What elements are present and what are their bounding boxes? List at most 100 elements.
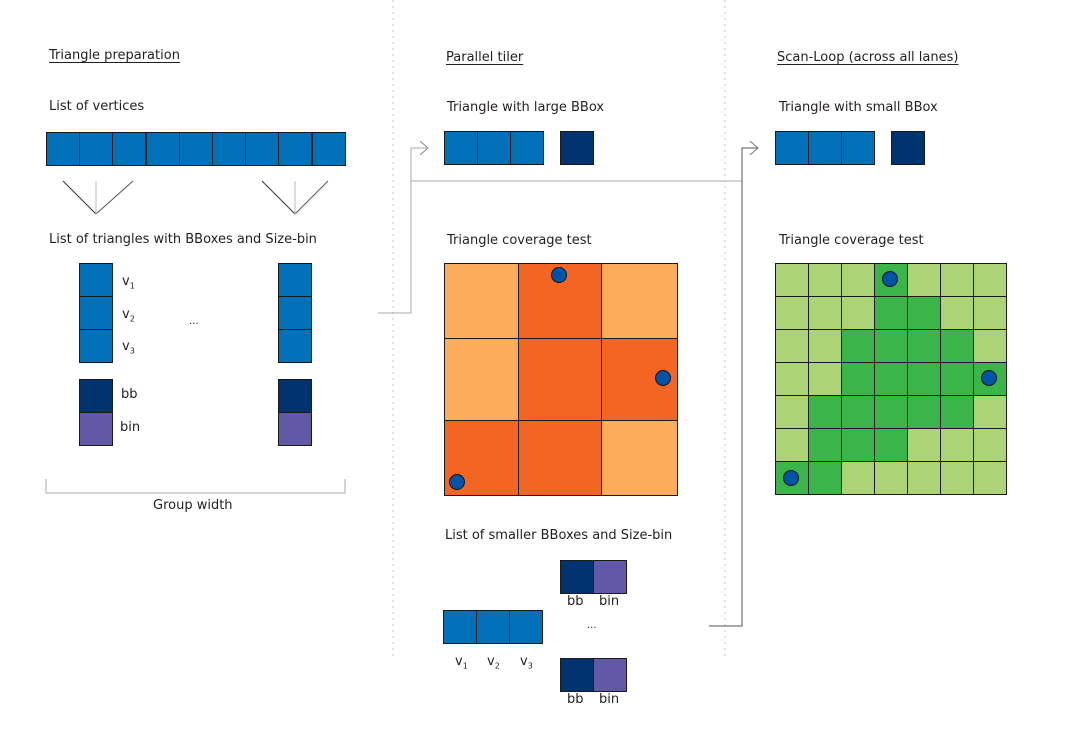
pixel-uncovered [775,395,809,429]
triangles-label: List of triangles with BBoxes and Size-b… [49,232,317,247]
triangle-n-vertex-3 [278,329,312,363]
vertices-label: List of vertices [49,99,145,114]
triangle-vertex-1 [79,263,113,297]
pixel-covered [940,395,974,429]
vertex-cell [245,132,280,166]
vertex-cell [46,132,80,166]
triangle-n-vertex-1 [278,263,312,297]
small-tri-vertex-1 [443,610,477,644]
pixel-covered [841,428,875,462]
bb-label-2: bb [567,692,584,707]
pixel-covered [841,362,875,396]
pixel-uncovered [841,296,875,330]
pixel-uncovered [973,296,1007,330]
tile-uncovered [444,263,519,339]
pixel-covered [841,395,875,429]
pixel-uncovered [808,329,842,363]
small-tri-a-vertex-1 [775,131,809,165]
pixel-uncovered [808,263,842,297]
pixel-uncovered [973,263,1007,297]
pixel-covered [907,395,941,429]
pixel-uncovered [973,329,1007,363]
pixel-covered [874,329,908,363]
tiler-v2-label: v2 [487,654,500,671]
pixel-uncovered [841,263,875,297]
small-bbox-label: Triangle with small BBox [779,100,938,115]
v2-label: v2 [122,307,135,324]
pixel-covered [808,428,842,462]
tile-uncovered [601,420,678,496]
pixel-uncovered [973,461,1007,495]
bb-label: bb [121,387,138,402]
vertex-cell [311,132,346,166]
pixel-uncovered [808,362,842,396]
vertex-cell [212,132,246,166]
large-tri-vertex-1 [444,131,478,165]
tile-uncovered [444,338,519,421]
ellipsis: ... [189,316,199,327]
pixel-uncovered [841,461,875,495]
connector-tiler-to-scan [709,140,759,627]
vertex-cell [178,132,213,166]
triangle-bbox [79,379,113,413]
small-tri-vertex-3 [509,610,543,644]
vertex-cell [145,132,180,166]
pixel-uncovered [874,461,908,495]
large-bbox-label: Triangle with large BBox [447,100,605,115]
small-tri-a-vertex-2 [808,131,842,165]
pixel-covered [907,329,941,363]
vertex-dot [882,271,898,287]
pixel-uncovered [940,461,974,495]
pixel-covered [940,329,974,363]
bin-label: bin [120,420,141,435]
pixel-covered [808,461,842,495]
pixel-uncovered [775,263,809,297]
pixel-uncovered [940,428,974,462]
small-tri-a-bbox [891,131,925,165]
vertex-dot [449,474,465,490]
pixel-uncovered [907,461,941,495]
small-bin-2 [593,658,627,692]
pixel-uncovered [940,263,974,297]
pixel-uncovered [775,329,809,363]
triangle-n-vertex-2 [278,296,312,330]
smaller-bbox-label: List of smaller BBoxes and Size-bin [445,528,673,543]
pixel-uncovered [973,395,1007,429]
pixel-uncovered [907,428,941,462]
group-width-bracket [45,479,346,494]
v1-label: v1 [122,274,135,291]
vertex-cell [79,132,114,166]
pixel-covered [841,329,875,363]
pixel-uncovered [808,296,842,330]
triangle-n-bin [278,412,312,446]
pixel-covered [907,296,941,330]
small-bbox-2 [560,658,594,692]
triangle-n-bbox [278,379,312,413]
pixel-uncovered [775,296,809,330]
vertex-dot [981,370,997,386]
bin-label-2: bin [599,692,620,707]
tiler-title: Parallel tiler [446,50,524,65]
bin-label-1: bin [599,594,620,609]
group-width-label: Group width [153,498,233,513]
large-tri-vertex-2 [477,131,511,165]
scan-title: Scan-Loop (across all lanes) [777,50,959,65]
pixel-covered [874,428,908,462]
pixel-covered [874,395,908,429]
vertex-dot [551,267,567,283]
merge-arrow-left [62,180,134,215]
vertex-dot [783,470,799,486]
tile-uncovered [601,263,678,339]
small-bbox-1 [560,560,594,594]
pixel-uncovered [775,428,809,462]
large-tri-vertex-3 [510,131,544,165]
pixel-covered [940,362,974,396]
pixel-uncovered [940,296,974,330]
v3-label: v3 [122,339,135,356]
tile-covered [518,420,602,496]
triangle-bin [79,412,113,446]
scan-coverage-label: Triangle coverage test [779,233,924,248]
pixel-covered [874,362,908,396]
prep-title: Triangle preparation [49,48,180,63]
